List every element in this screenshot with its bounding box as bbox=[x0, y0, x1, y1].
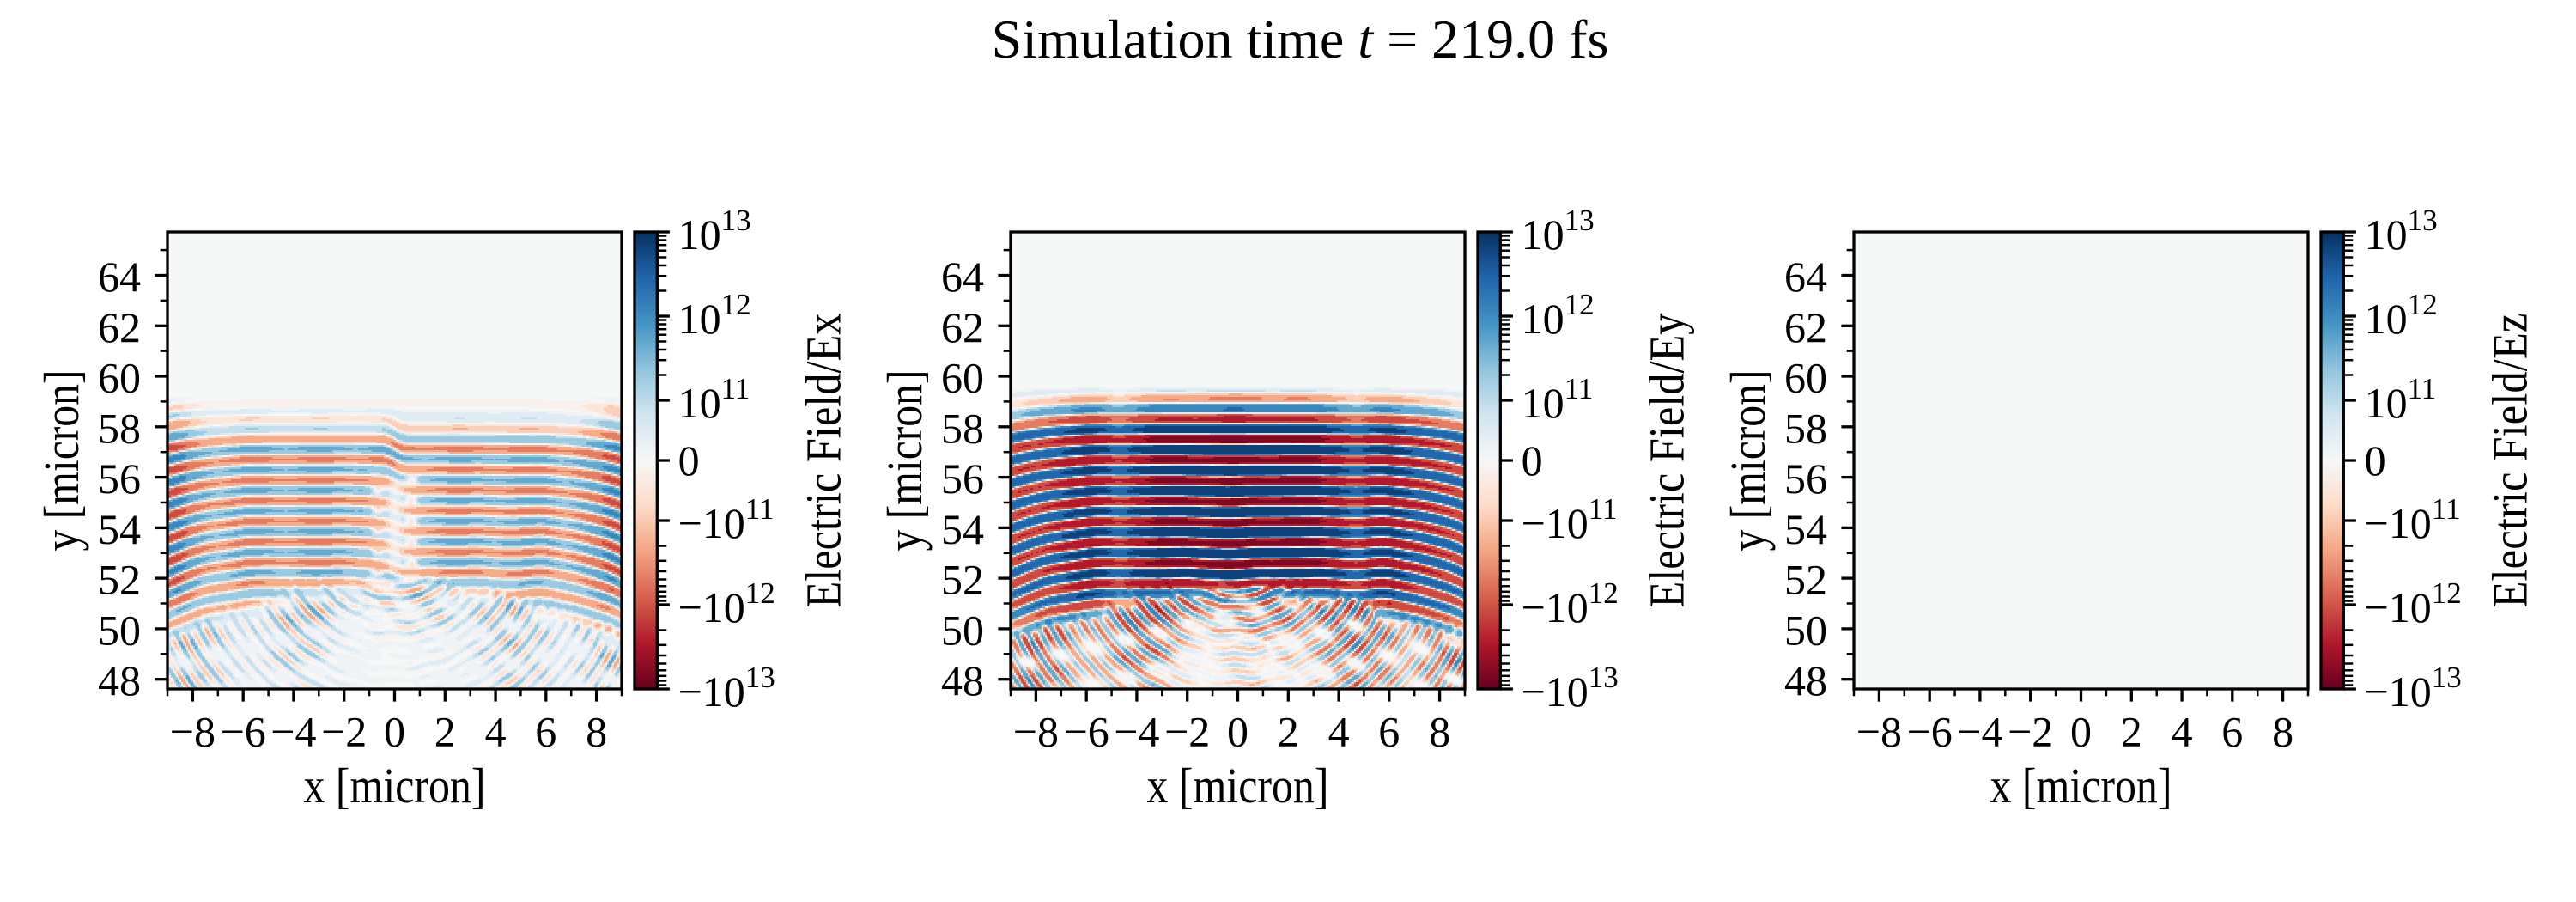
svg-text:−1013: −1013 bbox=[2365, 661, 2462, 716]
svg-text:−8: −8 bbox=[1013, 708, 1059, 756]
svg-text:0: 0 bbox=[2070, 708, 2092, 756]
svg-text:y [micron]: y [micron] bbox=[33, 370, 89, 552]
svg-text:0: 0 bbox=[384, 708, 405, 756]
svg-text:4: 4 bbox=[1328, 708, 1350, 756]
svg-text:−6: −6 bbox=[221, 708, 266, 756]
svg-text:54: 54 bbox=[1784, 505, 1827, 553]
svg-text:x [micron]: x [micron] bbox=[304, 758, 486, 814]
svg-text:54: 54 bbox=[98, 505, 141, 553]
svg-text:56: 56 bbox=[98, 454, 141, 503]
svg-text:62: 62 bbox=[98, 303, 141, 351]
svg-text:Electric Field/Ex: Electric Field/Ex bbox=[795, 314, 851, 608]
svg-text:4: 4 bbox=[2172, 708, 2193, 756]
svg-text:−1013: −1013 bbox=[678, 661, 775, 716]
svg-text:−2: −2 bbox=[1164, 708, 1210, 756]
svg-text:58: 58 bbox=[1784, 404, 1827, 452]
svg-text:−8: −8 bbox=[1856, 708, 1902, 756]
svg-text:54: 54 bbox=[941, 505, 984, 553]
svg-text:−4: −4 bbox=[1114, 708, 1159, 756]
svg-text:0: 0 bbox=[1522, 436, 1543, 485]
svg-text:−8: −8 bbox=[170, 708, 216, 756]
svg-text:50: 50 bbox=[941, 606, 984, 654]
svg-text:8: 8 bbox=[2272, 708, 2293, 756]
svg-text:−4: −4 bbox=[270, 708, 316, 756]
svg-text:y [micron]: y [micron] bbox=[1720, 370, 1776, 552]
svg-text:58: 58 bbox=[941, 404, 984, 452]
svg-text:52: 52 bbox=[98, 556, 141, 604]
svg-text:−2: −2 bbox=[2008, 708, 2053, 756]
svg-text:0: 0 bbox=[2365, 436, 2386, 485]
svg-text:−1013: −1013 bbox=[1522, 661, 1619, 716]
svg-text:62: 62 bbox=[1784, 303, 1827, 351]
svg-text:50: 50 bbox=[98, 606, 141, 654]
svg-text:Simulation time t = 219.0 fs: Simulation time t = 219.0 fs bbox=[992, 9, 1609, 70]
svg-text:48: 48 bbox=[1784, 656, 1827, 704]
svg-text:0: 0 bbox=[1227, 708, 1249, 756]
svg-text:−2: −2 bbox=[321, 708, 367, 756]
svg-text:Electric Field/Ez: Electric Field/Ez bbox=[2482, 314, 2537, 608]
svg-text:64: 64 bbox=[98, 253, 141, 301]
svg-text:48: 48 bbox=[941, 656, 984, 704]
svg-text:2: 2 bbox=[1278, 708, 1299, 756]
svg-text:6: 6 bbox=[1378, 708, 1400, 756]
svg-text:2: 2 bbox=[2121, 708, 2142, 756]
svg-text:−4: −4 bbox=[1957, 708, 2002, 756]
svg-text:62: 62 bbox=[941, 303, 984, 351]
svg-text:58: 58 bbox=[98, 404, 141, 452]
svg-text:60: 60 bbox=[98, 354, 141, 402]
svg-text:−6: −6 bbox=[1064, 708, 1109, 756]
svg-text:64: 64 bbox=[941, 253, 984, 301]
svg-text:60: 60 bbox=[941, 354, 984, 402]
svg-text:60: 60 bbox=[1784, 354, 1827, 402]
svg-text:56: 56 bbox=[1784, 454, 1827, 503]
svg-text:x [micron]: x [micron] bbox=[1990, 758, 2172, 814]
svg-text:y [micron]: y [micron] bbox=[877, 370, 933, 552]
svg-text:x [micron]: x [micron] bbox=[1147, 758, 1329, 814]
svg-text:6: 6 bbox=[535, 708, 556, 756]
svg-text:6: 6 bbox=[2221, 708, 2243, 756]
svg-text:Electric Field/Ey: Electric Field/Ey bbox=[1638, 314, 1694, 608]
svg-text:48: 48 bbox=[98, 656, 141, 704]
svg-text:64: 64 bbox=[1784, 253, 1827, 301]
svg-text:2: 2 bbox=[434, 708, 456, 756]
svg-text:0: 0 bbox=[678, 436, 700, 485]
svg-text:4: 4 bbox=[485, 708, 507, 756]
svg-text:1012: 1012 bbox=[1522, 288, 1595, 343]
svg-text:52: 52 bbox=[1784, 556, 1827, 604]
svg-text:50: 50 bbox=[1784, 606, 1827, 654]
svg-text:−1012: −1012 bbox=[678, 576, 775, 631]
svg-text:52: 52 bbox=[941, 556, 984, 604]
svg-text:8: 8 bbox=[586, 708, 607, 756]
svg-text:−6: −6 bbox=[1907, 708, 1953, 756]
svg-text:56: 56 bbox=[941, 454, 984, 503]
svg-text:8: 8 bbox=[1429, 708, 1450, 756]
